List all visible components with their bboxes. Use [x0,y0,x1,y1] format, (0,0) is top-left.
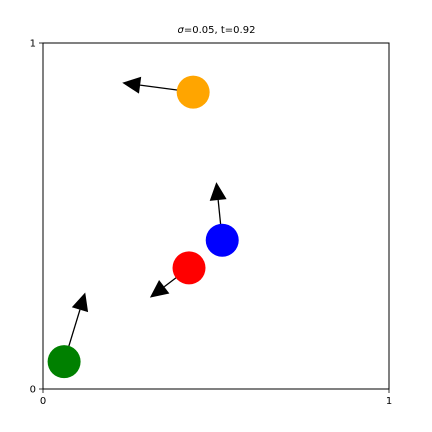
arrow-head-3 [71,292,89,313]
arrow-head-1 [209,182,227,201]
y-tick-label-1: 1 [30,39,36,50]
particle-marker-1 [205,223,239,257]
x-tick-label-0: 0 [40,396,46,407]
velocity-arrows [63,76,227,362]
plot-frame [42,42,390,390]
arrow-head-2 [149,279,170,298]
particle-marker-2 [172,251,206,285]
x-tick-label-1: 1 [386,396,392,407]
particle-markers [47,75,239,379]
arrow-head-0 [122,76,142,94]
particle-marker-3 [47,345,81,379]
particle-marker-0 [176,75,210,109]
chart-title: σ=0.05, t=0.92 [178,25,256,36]
y-tick-label-0: 0 [30,385,36,396]
